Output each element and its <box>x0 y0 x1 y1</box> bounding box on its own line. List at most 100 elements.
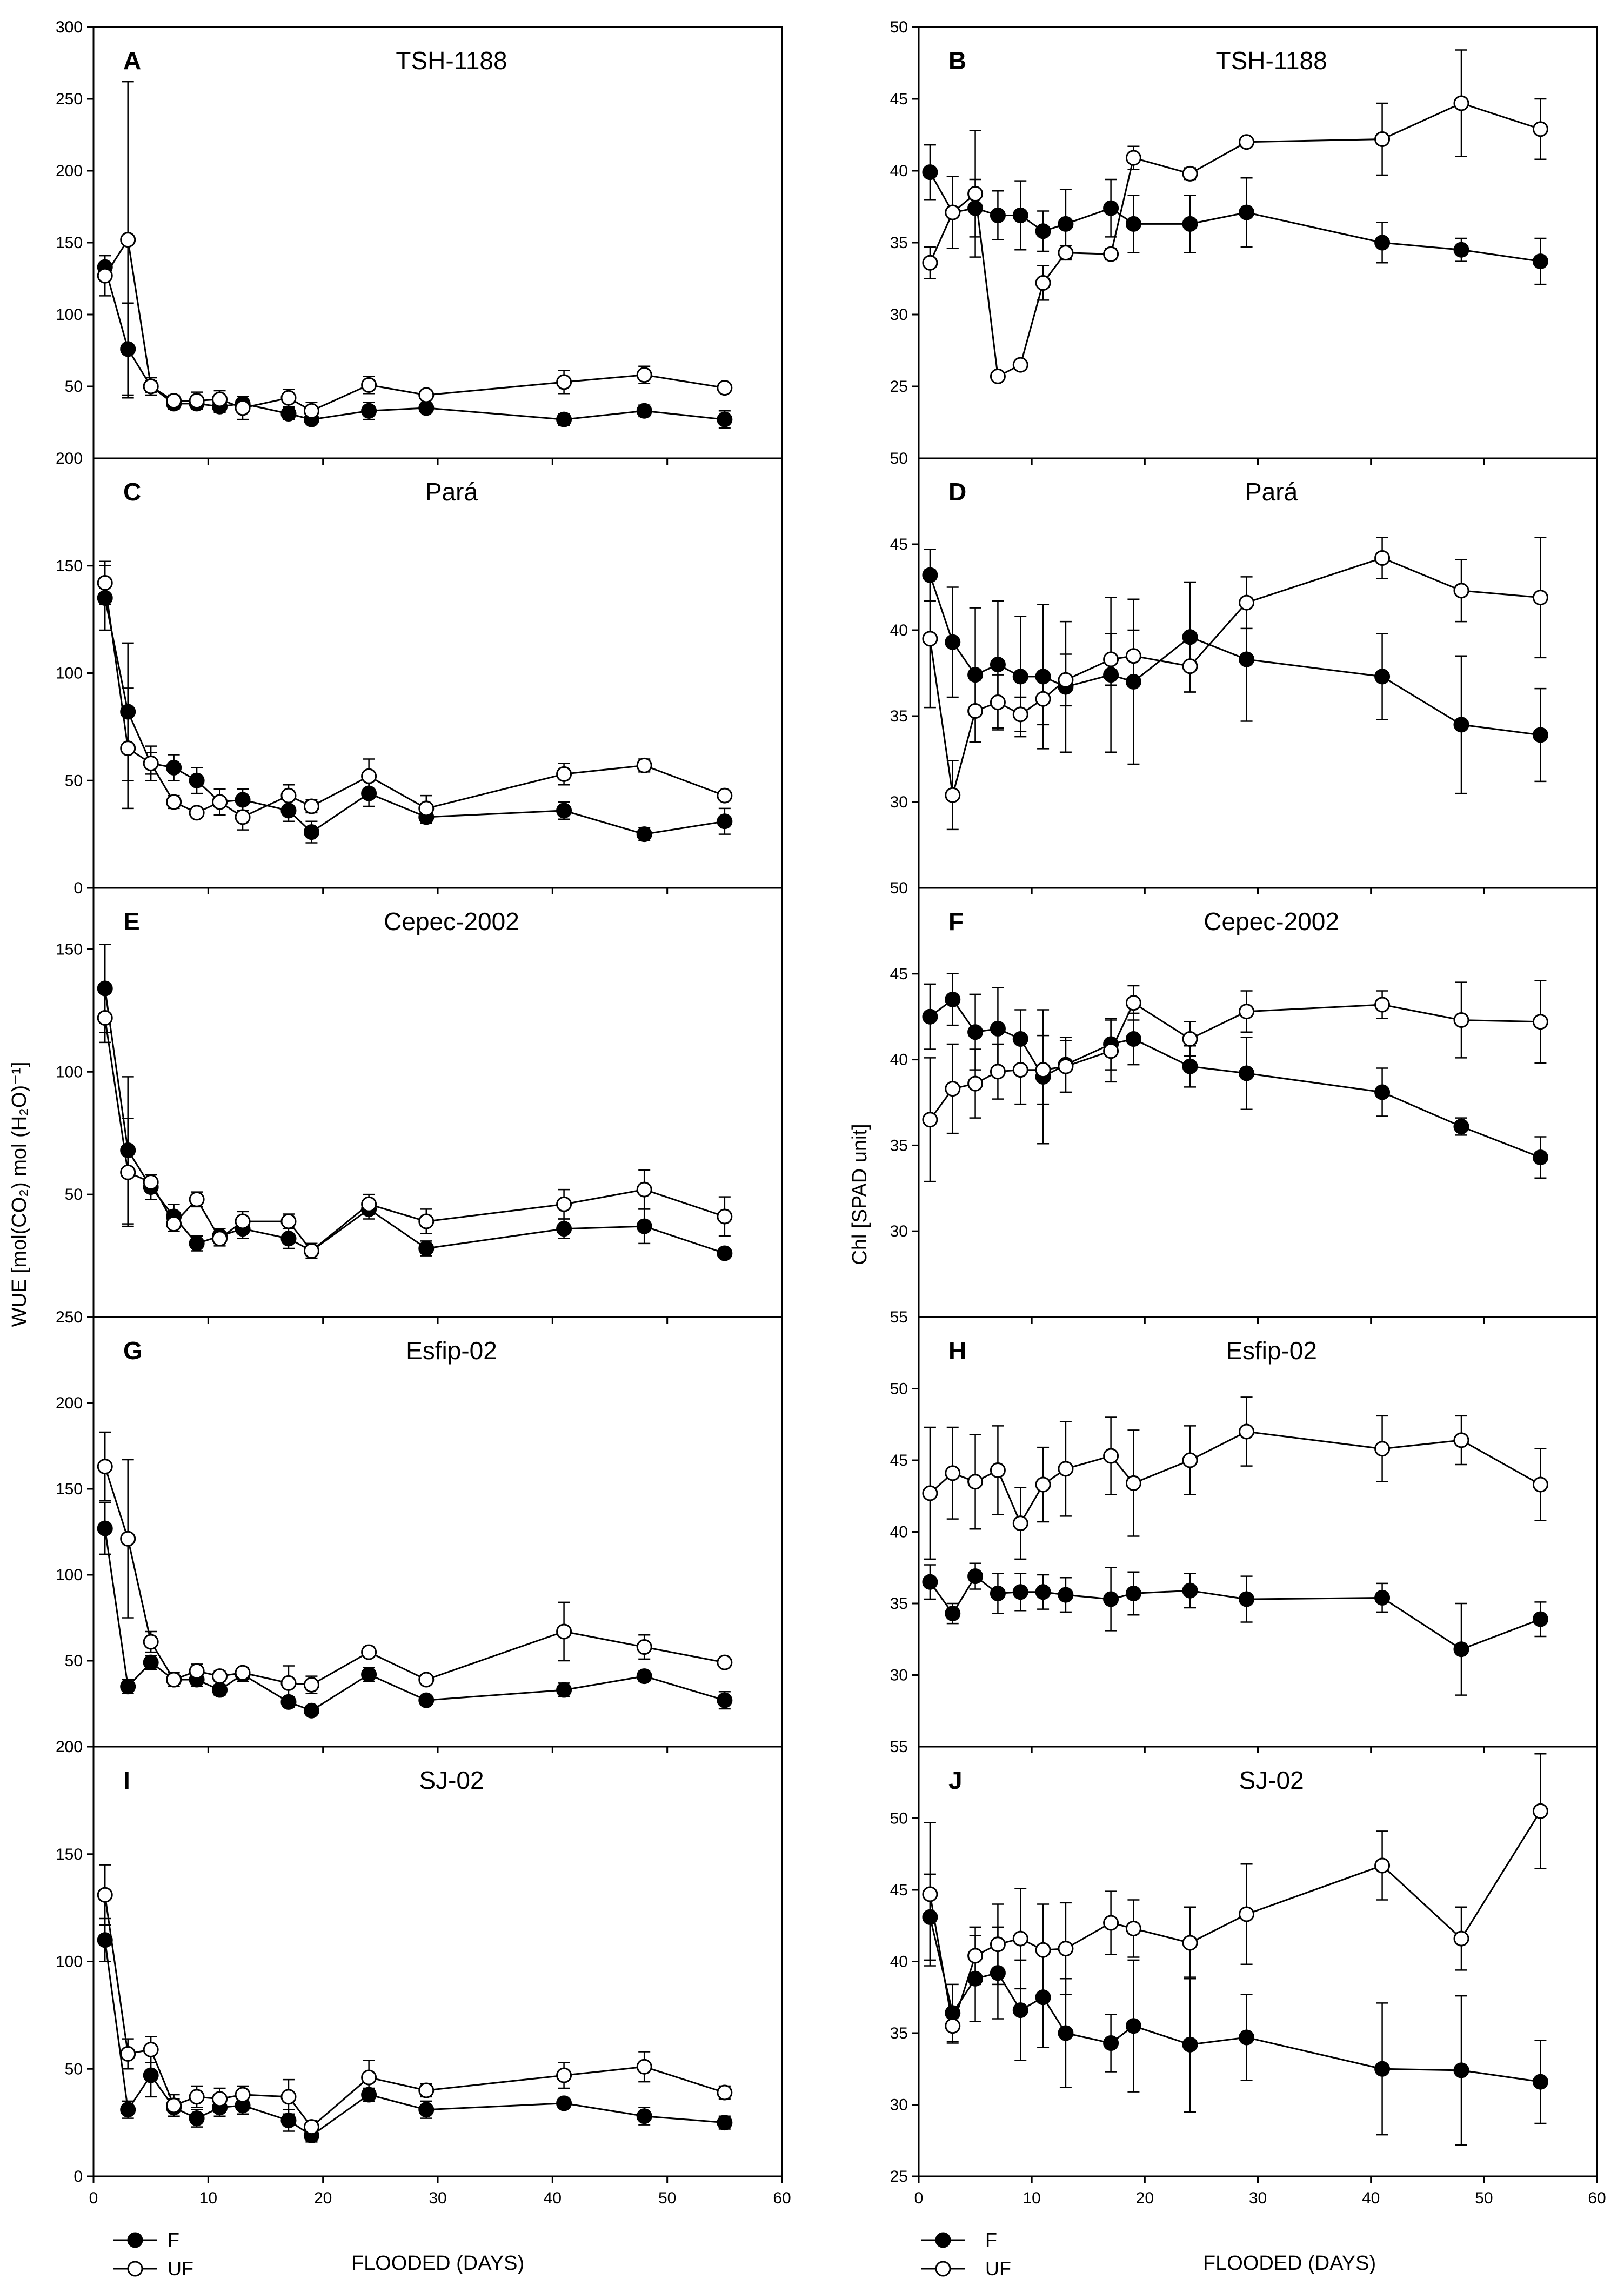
data-point <box>280 2089 297 2105</box>
data-point <box>166 2097 182 2114</box>
data-point <box>967 186 984 202</box>
data-point <box>1103 2035 1119 2051</box>
data-point <box>1532 727 1548 743</box>
data-point <box>1453 583 1469 599</box>
data-point <box>717 380 733 396</box>
y-tick-label: 45 <box>890 1881 908 1899</box>
data-point <box>189 772 205 788</box>
y-tick-label-top: 200 <box>56 450 83 467</box>
data-point <box>636 403 652 419</box>
y-tick-label: 40 <box>890 1051 908 1069</box>
data-point <box>143 2067 159 2083</box>
panel-title: Pará <box>425 478 478 506</box>
panel-title: Cepec-2002 <box>1204 907 1339 935</box>
y-tick-label-top: 300 <box>56 18 83 36</box>
y-tick-label: 50 <box>65 772 83 790</box>
y-tick-label: 30 <box>890 306 908 324</box>
legend-left: F UF <box>113 2229 193 2279</box>
series-line <box>929 102 1541 378</box>
data-point <box>235 1213 251 1229</box>
y-tick-label: 25 <box>890 378 908 396</box>
data-point <box>1532 1149 1548 1166</box>
data-point <box>166 393 182 409</box>
y-tick-label: 100 <box>56 1063 83 1081</box>
y-tick-label: 35 <box>890 1595 908 1613</box>
series-f <box>97 1917 733 2143</box>
y-tick-label: 40 <box>890 162 908 180</box>
data-point <box>212 1668 228 1685</box>
data-point <box>922 1112 938 1128</box>
data-point <box>235 1665 251 1681</box>
data-point <box>97 1459 113 1475</box>
data-point <box>418 2102 435 2118</box>
plot-frame <box>92 457 783 889</box>
data-point <box>1058 2025 1074 2041</box>
y-tick-label: 50 <box>65 2060 83 2078</box>
data-point <box>120 2046 136 2062</box>
series-f <box>922 549 1548 794</box>
data-point <box>1182 1031 1198 1047</box>
series-uf <box>97 1864 733 2135</box>
data-point <box>945 1606 961 1622</box>
panel-letter: A <box>123 46 141 75</box>
data-point <box>189 393 205 409</box>
data-point <box>1453 1930 1469 1947</box>
data-point <box>303 1702 319 1719</box>
data-point <box>97 1520 113 1536</box>
data-point <box>990 368 1006 384</box>
data-point <box>922 255 938 271</box>
data-point <box>1453 1432 1469 1448</box>
data-point <box>1532 1611 1548 1627</box>
legend-uf-marker <box>935 2261 951 2277</box>
data-point <box>1103 1043 1119 1059</box>
data-point <box>143 1174 159 1190</box>
data-point <box>235 2087 251 2103</box>
data-point <box>922 164 938 181</box>
data-point <box>143 2041 159 2057</box>
data-point <box>717 1245 733 1261</box>
data-point <box>636 757 652 773</box>
data-point <box>1012 1584 1028 1600</box>
data-point <box>1012 1930 1028 1947</box>
data-point <box>1374 997 1391 1013</box>
data-point <box>418 387 435 403</box>
series-uf <box>922 1753 1548 2044</box>
data-point <box>361 1644 377 1660</box>
data-point <box>1125 150 1141 166</box>
series-uf <box>922 1396 1548 1560</box>
data-point <box>212 391 228 407</box>
y-tick-label: 30 <box>890 1667 908 1685</box>
data-point <box>361 1666 377 1682</box>
series-line <box>104 988 725 1254</box>
data-point <box>1182 1452 1198 1468</box>
data-point <box>1012 669 1028 685</box>
data-point <box>120 1531 136 1547</box>
data-point <box>1103 1915 1119 1931</box>
legend-right: F UF <box>921 2229 1011 2279</box>
data-point <box>1532 1476 1548 1493</box>
data-point <box>120 232 136 248</box>
data-point <box>1182 2036 1198 2053</box>
data-point <box>1532 2074 1548 2090</box>
y-tick-label: 45 <box>890 536 908 553</box>
data-point <box>1182 165 1198 182</box>
panel-title: TSH-1188 <box>396 46 507 75</box>
panel-b: 25 30 35 40 45 50 50 B TSH-1188 <box>890 18 1598 465</box>
x-tick-label: 10 <box>1022 2189 1040 2207</box>
data-point <box>280 1675 297 1691</box>
y-tick-label: 30 <box>890 2096 908 2114</box>
x-tick-label: 50 <box>1475 2189 1493 2207</box>
data-point <box>1125 1031 1141 1047</box>
data-point <box>1239 594 1255 611</box>
y-tick-label-top: 50 <box>890 879 908 897</box>
data-point <box>1374 550 1391 566</box>
series-uf <box>97 560 733 831</box>
x-axis-title-left: FLOODED (DAYS) <box>351 2252 524 2275</box>
data-point <box>120 1164 136 1180</box>
series-uf <box>922 49 1548 384</box>
data-point <box>280 406 297 422</box>
data-point <box>1239 1423 1255 1440</box>
y-tick-label: 35 <box>890 234 908 252</box>
data-point <box>945 1081 961 1097</box>
